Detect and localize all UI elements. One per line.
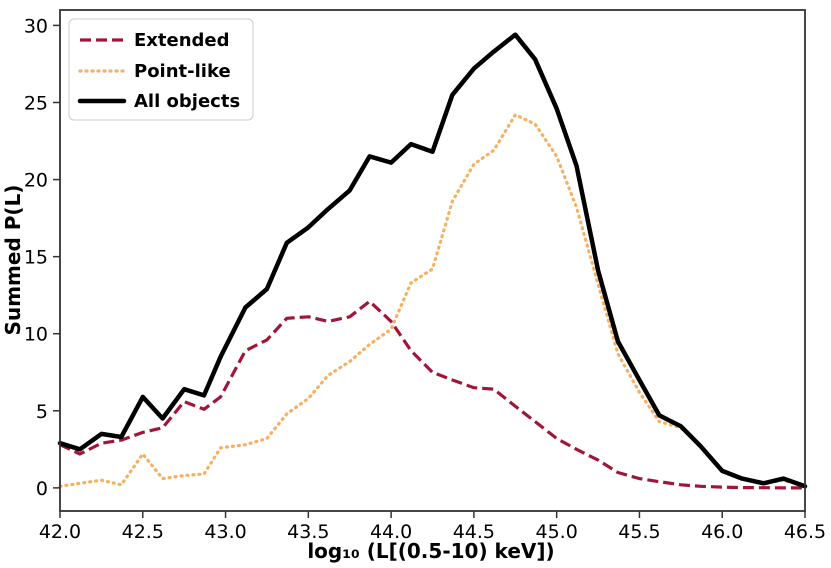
x-tick-label: 43.0 [204, 521, 246, 543]
legend-label-all: All objects [134, 91, 240, 112]
x-axis-label: log₁₀ (L[(0.5-10) keV]) [307, 539, 554, 563]
legend-box [68, 18, 254, 121]
ticks-layer: 42.0 42.5 43.0 43.5 44.0 44.5 45.0 45.5 46.0 46.5… [24, 15, 826, 543]
x-tick-label: 44.0 [370, 521, 412, 543]
y-tick-label: 15 [24, 247, 48, 269]
y-tick-label: 20 [24, 170, 48, 192]
x-tick-label: 44.5 [453, 521, 495, 543]
y-tick-label: 10 [24, 324, 48, 346]
x-tick-label: 45.5 [618, 521, 660, 543]
plot-frame [59, 9, 806, 512]
y-tick-label: 0 [36, 478, 48, 500]
y-axis-label: Summed P(L) [1, 185, 25, 336]
x-tick-label: 46.5 [784, 521, 826, 543]
x-tick-label: 42.0 [39, 521, 81, 543]
y-tick-label: 5 [36, 401, 48, 423]
x-tick-label: 42.5 [122, 521, 164, 543]
series-line-all [57, 32, 808, 489]
x-tick-label: 43.5 [287, 521, 329, 543]
series-line-extended [59, 299, 805, 490]
y-tick-label: 25 [24, 92, 48, 114]
y-tick-label: 30 [24, 15, 48, 37]
legend: Extended Point-like All objects [68, 18, 254, 121]
x-tick-label: 46.0 [701, 521, 743, 543]
legend-label-pointlike: Point-like [134, 61, 231, 82]
legend-label-extended: Extended [134, 30, 230, 51]
series-layer [57, 32, 808, 490]
x-tick-label: 45.0 [536, 521, 578, 543]
